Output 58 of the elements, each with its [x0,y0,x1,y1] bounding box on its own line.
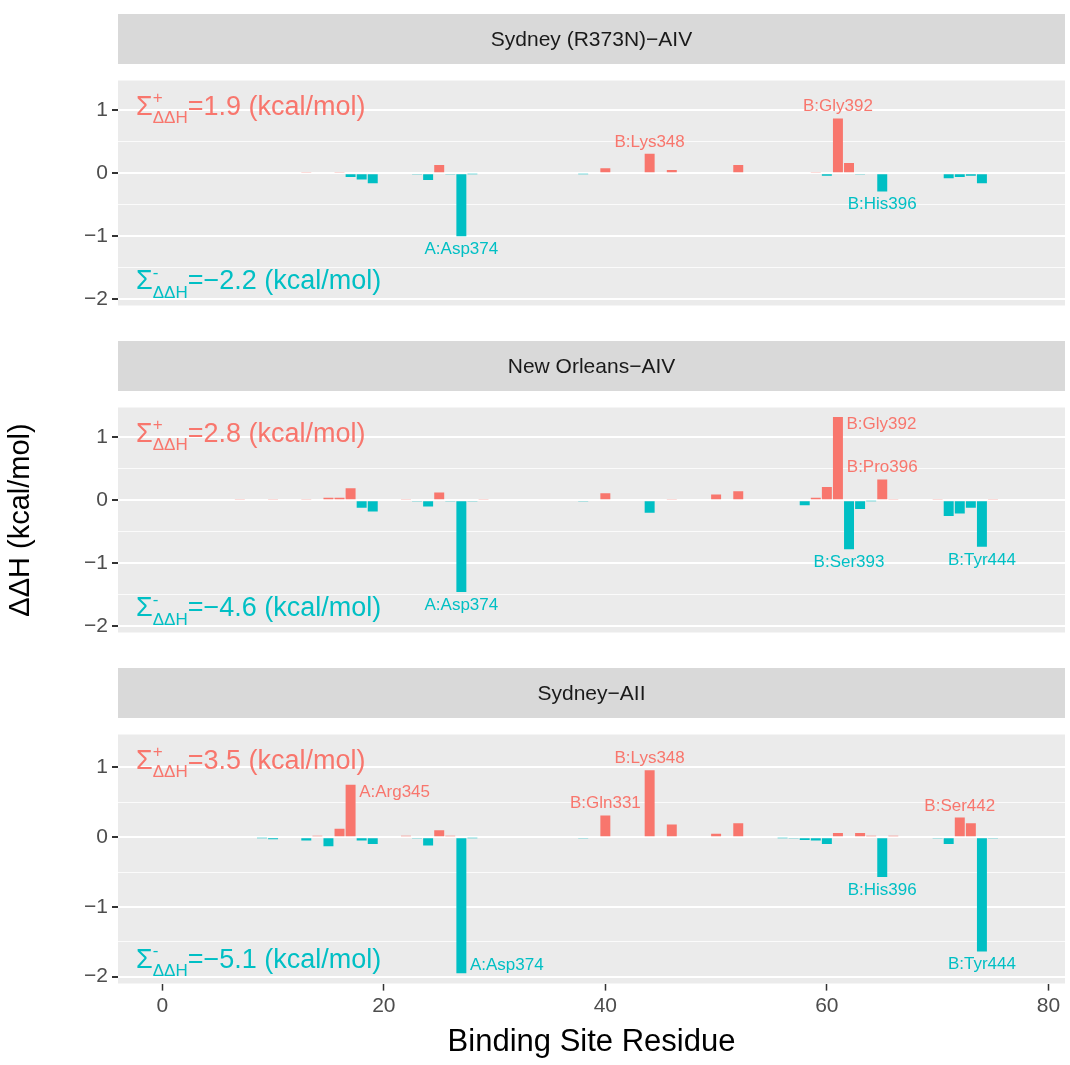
bar [644,501,655,513]
x-axis-title: Binding Site Residue [447,1022,736,1058]
annotation: B:Ser442 [924,795,996,815]
y-tick-label: 1 [96,754,108,778]
bar [733,823,744,837]
annotation: B:Lys348 [614,748,685,768]
bar [733,491,744,500]
y-tick-label: 0 [96,823,108,847]
annotation: A:Arg345 [359,781,431,801]
annotation: B:His396 [847,194,917,214]
bar [434,492,445,500]
y-tick-label: −1 [84,893,108,917]
bar [600,815,611,837]
bar [855,832,866,837]
y-tick-label: −1 [84,549,108,573]
y-tick-label: 0 [96,159,108,183]
x-tick-label: 20 [372,993,396,1016]
bar [456,501,467,593]
bar [456,838,467,974]
y-axis-title: ΔΔH (kcal/mol) [3,423,36,617]
annotation: A:Asp374 [424,239,499,259]
bar [711,494,722,500]
annotation: B:His396 [847,879,917,899]
x-tick-label: 40 [593,993,618,1016]
annotation: A:Asp374 [424,595,499,615]
bar [877,479,888,500]
bar [644,770,655,837]
y-tick-label: −2 [84,612,108,636]
annotation: B:Lys348 [614,131,685,151]
y-tick-label: −2 [84,963,108,987]
y-tick-label: −2 [84,285,108,309]
chart-title: Sydney (R373N)−AIV [118,14,1065,64]
bar [323,838,334,847]
annotation: B:Tyr444 [947,549,1016,569]
annotation: B:Gln331 [569,793,641,813]
bar [434,830,445,837]
annotation: A:Asp374 [469,955,544,975]
bar [877,838,888,877]
bar [423,501,434,507]
annotation: B:Pro396 [846,457,918,477]
annotation: B:Gly392 [802,96,873,116]
bar [666,824,677,837]
annotation: B:Tyr444 [947,954,1016,974]
bar [799,501,810,506]
annotation: B:Ser393 [813,552,885,572]
bar [301,838,312,841]
bar [600,493,611,500]
chart-title: New Orleans−AIV [118,341,1065,391]
annotation: B:Gly392 [846,413,917,433]
chart-title: Sydney−AII [118,668,1065,718]
x-tick-label: 60 [815,993,839,1016]
y-tick-label: −1 [84,222,108,246]
x-tick-label: 0 [156,993,169,1016]
bar [832,832,843,837]
y-tick-label: 1 [96,96,108,120]
x-tick-label: 80 [1036,993,1061,1016]
y-tick-label: 0 [96,486,108,510]
y-tick-label: 1 [96,423,108,447]
